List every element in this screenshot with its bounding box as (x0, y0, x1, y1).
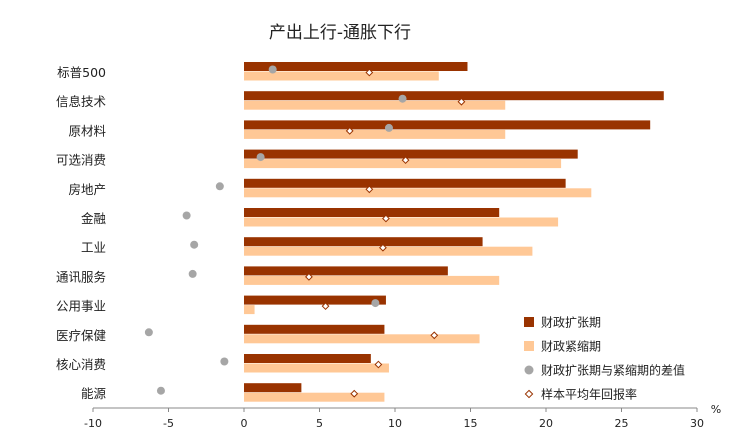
category-label: 房地产 (68, 182, 106, 197)
average-marker (345, 126, 354, 135)
difference-marker (144, 328, 153, 337)
bar (244, 354, 371, 363)
average-marker (374, 360, 383, 369)
difference-marker (256, 153, 265, 162)
x-tick-label: 0 (241, 417, 248, 430)
category-label: 原材料 (68, 123, 106, 138)
category-label: 能源 (81, 386, 107, 401)
average-marker (365, 68, 374, 77)
difference-marker (384, 123, 393, 132)
category-label: 信息技术 (56, 94, 107, 109)
x-axis-unit: % (711, 403, 721, 416)
difference-marker (268, 65, 277, 74)
bar (244, 178, 566, 188)
bar (244, 275, 500, 285)
difference-marker (398, 94, 407, 103)
category-label: 通讯服务 (56, 269, 106, 284)
bar (244, 392, 385, 402)
difference-marker (371, 299, 380, 308)
x-tick-label: 5 (316, 417, 323, 430)
difference-marker (220, 357, 229, 366)
average-marker (430, 331, 439, 340)
difference-marker (188, 269, 197, 278)
average-marker (382, 214, 390, 223)
bar (244, 91, 664, 101)
legend-swatch (524, 341, 534, 351)
bar (244, 237, 483, 247)
x-axis: -10 -5 0 5 10 15 20 25 30 (84, 407, 704, 430)
bar (244, 266, 448, 276)
bar (244, 120, 651, 130)
average-marker (401, 156, 410, 165)
chart-title: 产出上行-通胀下行 (269, 23, 411, 43)
bar (244, 188, 592, 198)
legend-swatch (524, 317, 534, 327)
bar (244, 217, 559, 227)
x-tick-label: 25 (615, 417, 629, 430)
x-tick-label: 30 (690, 417, 704, 430)
category-label: 工业 (81, 240, 106, 255)
bar (244, 363, 389, 373)
bar (244, 149, 578, 159)
bar (244, 62, 468, 71)
difference-marker (156, 386, 165, 395)
bar (244, 305, 255, 315)
category-label: 标普500 (57, 65, 106, 80)
x-tick-label: 15 (464, 417, 478, 430)
bar (244, 100, 506, 110)
legend-swatch (524, 365, 534, 375)
category-label: 可选消费 (56, 153, 106, 168)
legend-label: 财政扩张期 (541, 316, 601, 330)
x-tick-label: -5 (163, 417, 174, 430)
bar (244, 246, 533, 256)
plot-area: 标普500 信息技术原材料可选消费房地产金融工业通讯服务公用事业医疗保健核心消费能… (56, 62, 664, 402)
legend-label: 样本平均年回报率 (541, 387, 637, 402)
average-marker (321, 302, 330, 311)
bar (244, 383, 302, 393)
bar (244, 208, 500, 217)
average-marker (365, 185, 374, 194)
difference-marker (182, 211, 191, 220)
category-label: 医疗保健 (56, 328, 107, 343)
x-tick-label: 10 (388, 417, 402, 430)
difference-marker (215, 182, 224, 191)
legend-swatch (524, 389, 534, 399)
average-marker (457, 97, 466, 106)
average-marker (379, 243, 387, 252)
bar (244, 129, 506, 139)
bar (244, 159, 562, 169)
average-marker (305, 272, 313, 281)
average-marker (350, 389, 359, 398)
legend-label: 财政扩张期与紧缩期的差值 (541, 363, 685, 378)
category-label: 核心消费 (56, 357, 106, 372)
x-tick-label: -10 (84, 417, 102, 430)
bar (244, 334, 480, 344)
category-label: 金融 (81, 211, 107, 226)
bar (244, 71, 439, 81)
x-tick-label: 20 (539, 417, 553, 430)
difference-marker (190, 240, 199, 249)
category-label: 公用事业 (56, 299, 106, 314)
bar (244, 324, 385, 334)
bar (244, 295, 386, 305)
legend-label: 财政紧缩期 (541, 339, 601, 354)
